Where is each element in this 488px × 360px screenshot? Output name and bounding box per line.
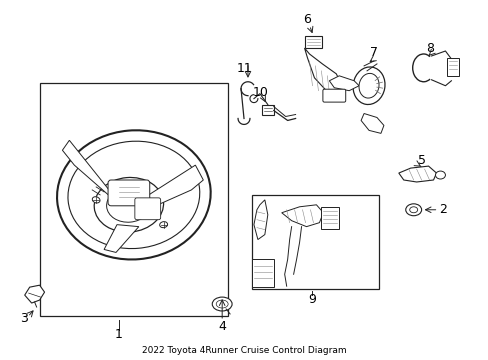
Ellipse shape — [106, 188, 151, 222]
Text: 7: 7 — [369, 46, 377, 59]
Text: 10: 10 — [252, 86, 268, 99]
Ellipse shape — [94, 177, 163, 232]
Bar — [447, 58, 458, 76]
Polygon shape — [328, 76, 358, 91]
Polygon shape — [25, 285, 44, 303]
Ellipse shape — [405, 204, 421, 216]
Polygon shape — [253, 200, 267, 239]
Polygon shape — [146, 165, 203, 210]
Ellipse shape — [358, 73, 378, 98]
Ellipse shape — [409, 207, 417, 213]
Text: 2022 Toyota 4Runner Cruise Control Diagram: 2022 Toyota 4Runner Cruise Control Diagr… — [142, 346, 346, 355]
Ellipse shape — [212, 297, 232, 311]
Text: 9: 9 — [308, 293, 316, 306]
Ellipse shape — [57, 130, 210, 260]
Polygon shape — [360, 113, 383, 133]
Text: 4: 4 — [218, 320, 225, 333]
Ellipse shape — [92, 197, 100, 203]
Ellipse shape — [352, 67, 384, 104]
Text: 1: 1 — [115, 328, 122, 341]
FancyBboxPatch shape — [322, 89, 345, 102]
Polygon shape — [104, 225, 139, 252]
Polygon shape — [62, 140, 114, 200]
Text: 2: 2 — [439, 203, 447, 216]
Bar — [262, 105, 273, 114]
Text: 6: 6 — [303, 13, 311, 26]
Bar — [251, 195, 378, 289]
Text: 3: 3 — [20, 312, 28, 325]
Text: 5: 5 — [417, 154, 425, 167]
Bar — [321, 207, 339, 229]
Ellipse shape — [160, 222, 167, 228]
Polygon shape — [281, 205, 323, 227]
FancyBboxPatch shape — [108, 180, 149, 206]
Ellipse shape — [68, 141, 200, 248]
Text: 11: 11 — [237, 62, 252, 75]
Text: 8: 8 — [426, 41, 434, 54]
Ellipse shape — [216, 300, 228, 308]
FancyBboxPatch shape — [135, 198, 161, 220]
Bar — [304, 36, 322, 48]
Polygon shape — [304, 48, 342, 94]
Polygon shape — [398, 166, 436, 182]
Ellipse shape — [435, 171, 445, 179]
Bar — [251, 260, 273, 287]
Bar — [40, 83, 228, 316]
